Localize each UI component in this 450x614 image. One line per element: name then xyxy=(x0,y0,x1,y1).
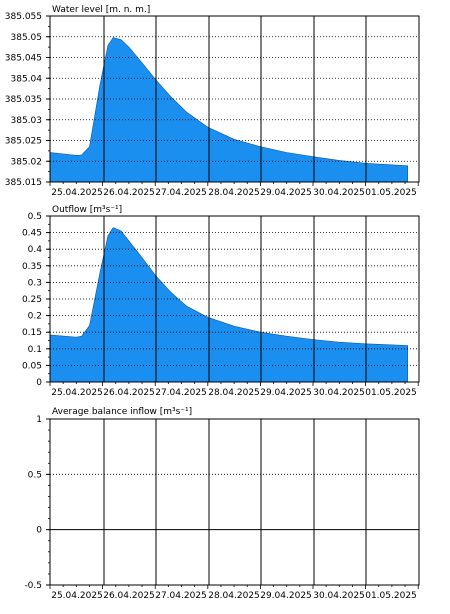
series-area-2 xyxy=(49,227,408,383)
x-tick-label: 27.04.2025 xyxy=(155,188,207,198)
x-tick-label: 30.04.2025 xyxy=(313,388,365,398)
x-tick-label: 29.04.2025 xyxy=(260,591,312,601)
plot-frame-1 xyxy=(49,15,420,183)
y-tick-label: 385.04 xyxy=(11,74,43,84)
x-tick-label: 25.04.2025 xyxy=(51,591,103,601)
y-tick-label: 385.025 xyxy=(5,137,42,147)
panel-title-3: Average balance inflow [m³s⁻¹] xyxy=(52,407,192,417)
y-tick-label: 385.03 xyxy=(11,116,43,126)
x-tick-label: 26.04.2025 xyxy=(103,388,155,398)
x-tick-label: 28.04.2025 xyxy=(208,591,260,601)
x-tick-label: 28.04.2025 xyxy=(208,188,260,198)
y-tick-label: 0.4 xyxy=(28,245,43,255)
x-tick-label: 30.04.2025 xyxy=(313,188,365,198)
panel-title-1: Water level [m. n. m.] xyxy=(52,5,150,15)
y-tick-label: 0.1 xyxy=(28,345,42,355)
series-area-1 xyxy=(49,37,408,183)
y-tick-label: 385.055 xyxy=(5,12,42,22)
x-tick-label: 29.04.2025 xyxy=(260,388,312,398)
x-tick-label: 25.04.2025 xyxy=(51,388,103,398)
y-tick-label: 0 xyxy=(36,526,42,536)
y-tick-label: 1 xyxy=(36,415,42,425)
x-tick-label: 26.04.2025 xyxy=(103,591,155,601)
x-tick-label: 25.04.2025 xyxy=(51,188,103,198)
y-tick-label: 385.02 xyxy=(11,157,43,167)
y-tick-label: 385.015 xyxy=(5,178,42,188)
y-tick-label: 0 xyxy=(36,378,42,388)
y-tick-label: 0.05 xyxy=(22,361,42,371)
y-tick-label: 0.2 xyxy=(28,312,42,322)
panel-title-2: Outflow [m³s⁻¹] xyxy=(52,205,122,215)
x-tick-label: 30.04.2025 xyxy=(313,591,365,601)
x-tick-label: 27.04.2025 xyxy=(155,591,207,601)
x-tick-label: 26.04.2025 xyxy=(103,188,155,198)
y-tick-label: 0.3 xyxy=(28,278,42,288)
y-tick-label: 385.035 xyxy=(5,95,42,105)
plot-frame-3 xyxy=(49,418,420,586)
x-tick-label: 29.04.2025 xyxy=(260,188,312,198)
y-tick-label: 0.35 xyxy=(22,262,42,272)
y-tick-label: 0.5 xyxy=(28,470,42,480)
y-tick-label: 0.25 xyxy=(22,295,42,305)
y-tick-label: 0.45 xyxy=(22,229,42,239)
x-tick-label: 28.04.2025 xyxy=(208,388,260,398)
x-tick-label: 01.05.2025 xyxy=(365,188,417,198)
y-tick-label: -0.5 xyxy=(24,581,42,591)
y-tick-label: 385.05 xyxy=(11,33,43,43)
plot-frame-2 xyxy=(49,215,420,383)
x-tick-label: 27.04.2025 xyxy=(155,388,207,398)
x-tick-label: 01.05.2025 xyxy=(365,591,417,601)
y-tick-label: 0.5 xyxy=(28,212,42,222)
y-tick-label: 0.15 xyxy=(22,328,42,338)
x-tick-label: 01.05.2025 xyxy=(365,388,417,398)
y-tick-label: 385.045 xyxy=(5,54,42,64)
